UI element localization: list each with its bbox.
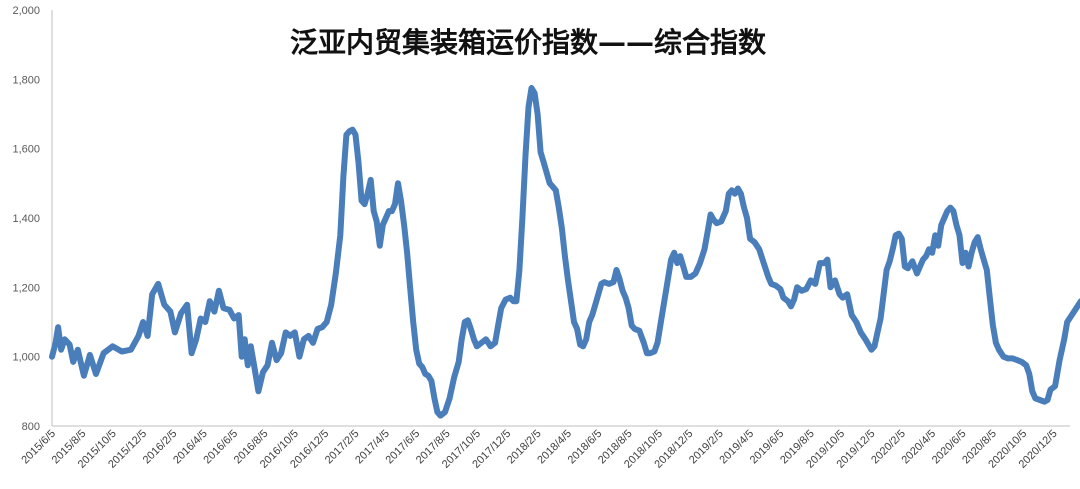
y-tick-label: 1,800 xyxy=(12,74,40,86)
y-tick-label: 1,000 xyxy=(12,352,40,364)
series-line xyxy=(49,85,1080,419)
y-tick-label: 1,200 xyxy=(12,282,40,294)
y-tick-label: 800 xyxy=(22,421,40,433)
y-tick-label: 1,400 xyxy=(12,213,40,225)
x-axis-ticks: 2015/6/52015/8/52015/10/52015/12/52016/2… xyxy=(19,428,1059,471)
series-layer xyxy=(49,85,1080,419)
y-tick-label: 2,000 xyxy=(12,5,40,17)
y-tick-label: 1,600 xyxy=(12,144,40,156)
chart-title: 泛亚内贸集装箱运价指数——综合指数 xyxy=(290,26,767,59)
y-axis-ticks: 800 1,000 1,200 1,400 1,600 1,800 2,000 xyxy=(12,5,40,433)
